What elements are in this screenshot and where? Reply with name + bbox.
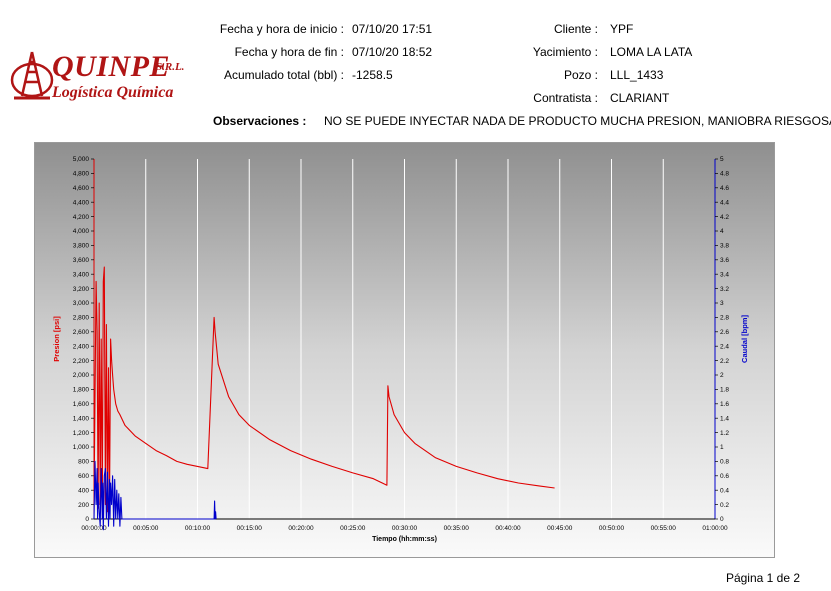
y-tick-label: 3,600 bbox=[73, 257, 90, 264]
y2-tick-label: 3.6 bbox=[720, 257, 729, 264]
y2-tick-label: 3.2 bbox=[720, 286, 729, 293]
y-tick-label: 3,400 bbox=[73, 271, 90, 278]
y2-tick-label: 4.6 bbox=[720, 185, 729, 192]
y-tick-label: 1,800 bbox=[73, 387, 90, 394]
y-tick-label: 2,000 bbox=[73, 372, 90, 379]
y-tick-label: 2,200 bbox=[73, 358, 90, 365]
y-tick-label: 4,000 bbox=[73, 228, 90, 235]
x-tick-label: 00:40:00 bbox=[495, 525, 521, 532]
total-accumulated-value: -1258.5 bbox=[352, 68, 393, 82]
y-tick-label: 600 bbox=[78, 473, 89, 480]
y2-tick-label: 4.8 bbox=[720, 171, 729, 178]
y2-tick-label: 0.8 bbox=[720, 459, 729, 466]
observations-label: Observaciones : bbox=[213, 114, 307, 128]
field-label: Yacimiento : bbox=[532, 45, 598, 59]
observations-value: NO SE PUEDE INYECTAR NADA DE PRODUCTO MU… bbox=[324, 114, 831, 128]
y2-tick-label: 2.8 bbox=[720, 315, 729, 322]
y2-tick-label: 2.2 bbox=[720, 358, 729, 365]
y2-tick-label: 4.4 bbox=[720, 199, 729, 206]
y2-tick-label: 1.6 bbox=[720, 401, 729, 408]
well-value: LLL_1433 bbox=[610, 68, 664, 82]
x-tick-label: 00:45:00 bbox=[547, 525, 573, 532]
y-tick-label: 1,400 bbox=[73, 415, 90, 422]
y-tick-label: 4,400 bbox=[73, 199, 90, 206]
end-datetime-value: 07/10/20 18:52 bbox=[352, 45, 433, 59]
y-tick-label: 3,000 bbox=[73, 300, 90, 307]
contractor-label: Contratista : bbox=[533, 91, 598, 105]
x-tick-label: 00:20:00 bbox=[288, 525, 314, 532]
y2-tick-label: 2.4 bbox=[720, 343, 729, 350]
company-logo: QUINPE S.R.L. Logística Química bbox=[10, 44, 185, 108]
y-tick-label: 2,800 bbox=[73, 315, 90, 322]
y-tick-label: 4,200 bbox=[73, 214, 90, 221]
logo-subtitle: Logística Química bbox=[52, 84, 174, 101]
y-tick-label: 0 bbox=[85, 516, 89, 523]
x-axis-label: Tiempo (hh:mm:ss) bbox=[372, 536, 437, 543]
x-tick-label: 00:25:00 bbox=[340, 525, 366, 532]
y-tick-label: 200 bbox=[78, 502, 89, 509]
x-tick-label: 01:00:00 bbox=[702, 525, 728, 532]
x-tick-label: 00:30:00 bbox=[392, 525, 418, 532]
chart-panel: 00:00:00 00:05:00 00:10:00 00:15:00 00:20:00… bbox=[34, 142, 775, 558]
y-tick-label: 3,800 bbox=[73, 243, 90, 250]
y2-tick-label: 4.2 bbox=[720, 214, 729, 221]
y-tick-label: 1,600 bbox=[73, 401, 90, 408]
y2-tick-label: 0.2 bbox=[720, 502, 729, 509]
y2-tick-label: 3.4 bbox=[720, 271, 729, 278]
start-datetime-label: Fecha y hora de inicio : bbox=[219, 22, 344, 36]
logo-brand-text: QUINPE bbox=[52, 50, 171, 83]
y2-tick-label: 3.8 bbox=[720, 243, 729, 250]
derrick-icon bbox=[10, 51, 54, 100]
y-tick-label: 5,000 bbox=[73, 156, 90, 163]
y-tick-label: 3,200 bbox=[73, 286, 90, 293]
logo-srl-text: S.R.L. bbox=[156, 61, 185, 73]
y-axis-label: Presion [psi] bbox=[52, 316, 61, 362]
field-value: LOMA LA LATA bbox=[610, 45, 693, 59]
x-tick-label: 00:05:00 bbox=[133, 525, 159, 532]
y-tick-label: 4,600 bbox=[73, 185, 90, 192]
x-tick-label: 00:50:00 bbox=[599, 525, 625, 532]
y2-tick-label: 2.6 bbox=[720, 329, 729, 336]
y2-tick-label: 0.6 bbox=[720, 473, 729, 480]
pressure-series-line bbox=[93, 266, 555, 513]
page-number: Página 1 de 2 bbox=[725, 571, 800, 585]
contractor-value: CLARIANT bbox=[610, 91, 670, 105]
y-tick-label: 800 bbox=[78, 459, 89, 466]
y-tick-label: 400 bbox=[78, 487, 89, 494]
y-tick-label: 2,600 bbox=[73, 329, 90, 336]
y2-tick-label: 1.8 bbox=[720, 387, 729, 394]
y-tick-label: 1,000 bbox=[73, 444, 90, 451]
y2-tick-label: 0.4 bbox=[720, 487, 729, 494]
y2-tick-label: 2 bbox=[720, 372, 724, 379]
client-label: Cliente : bbox=[553, 22, 598, 36]
total-accumulated-label: Acumulado total (bbl) : bbox=[223, 68, 344, 82]
flow-series-line bbox=[93, 460, 217, 531]
x-tick-label: 00:55:00 bbox=[651, 525, 677, 532]
well-label: Pozo : bbox=[563, 68, 598, 82]
y2-tick-label: 1.4 bbox=[720, 415, 729, 422]
y2-tick-label: 0 bbox=[720, 516, 724, 523]
y2-axis-label: Caudal [bpm] bbox=[740, 315, 749, 363]
y2-tick-label: 4 bbox=[720, 228, 724, 235]
y-tick-label: 4,800 bbox=[73, 171, 90, 178]
y2-tick-label: 1 bbox=[720, 444, 724, 451]
start-datetime-value: 07/10/20 17:51 bbox=[352, 22, 433, 36]
x-tick-label: 00:35:00 bbox=[444, 525, 470, 532]
end-datetime-label: Fecha y hora de fin : bbox=[234, 45, 344, 59]
client-value: YPF bbox=[610, 22, 634, 36]
x-tick-label: 00:15:00 bbox=[237, 525, 263, 532]
y2-tick-label: 1.2 bbox=[720, 430, 729, 437]
pressure-flow-chart: 00:00:00 00:05:00 00:10:00 00:15:00 00:20:00… bbox=[52, 156, 749, 543]
x-tick-label: 00:00:00 bbox=[81, 525, 107, 532]
y-tick-label: 1,200 bbox=[73, 430, 90, 437]
x-tick-label: 00:10:00 bbox=[185, 525, 211, 532]
y2-tick-label: 3 bbox=[720, 300, 724, 307]
y2-tick-label: 5 bbox=[720, 156, 724, 163]
y-tick-label: 2,400 bbox=[73, 343, 90, 350]
